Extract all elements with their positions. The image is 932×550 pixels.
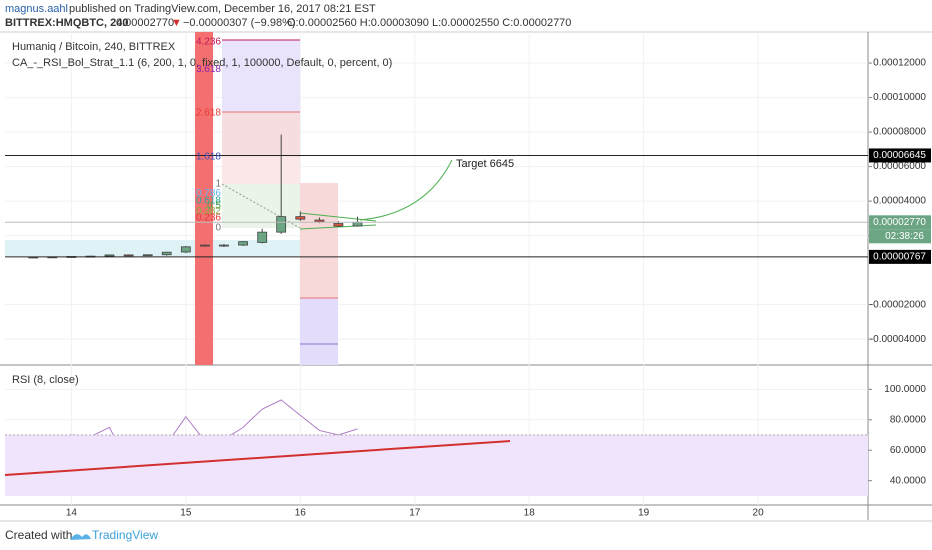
trend-line [221, 183, 301, 229]
x-tick-label: 19 [638, 508, 650, 519]
y-tick-label: 100.0000 [884, 384, 926, 395]
y-tick-label: 0.00004000 [873, 196, 926, 207]
y-tick-label: 0.00012000 [873, 58, 926, 69]
x-tick-label: 15 [180, 508, 192, 519]
fib-label: 0 [215, 223, 221, 234]
candle-body [219, 244, 229, 247]
fib-label: 4.236 [196, 37, 221, 48]
arrow: ▼ [171, 17, 182, 29]
fib-label: 2.618 [196, 108, 221, 119]
candle-body [238, 241, 248, 246]
pane-title: RSI (8, close) [12, 374, 79, 386]
candle-body [104, 254, 115, 257]
x-tick-label: 16 [295, 508, 307, 519]
price-tag [869, 215, 931, 230]
candle-body [314, 219, 325, 223]
logo [70, 534, 91, 540]
fib-label: 3.618 [196, 64, 221, 75]
price-tag-label: 0.00002770 [873, 217, 926, 228]
candle-body [200, 244, 210, 247]
y-tick-label: 0.00008000 [873, 127, 926, 138]
fib-zone [300, 183, 338, 298]
fib-label: 1 [215, 179, 221, 190]
published: published on TradingView.com, December 1… [69, 3, 376, 15]
indicator-label: CA_-_RSI_Bol_Strat_1.1 (6, 200, 1, 0, fi… [12, 57, 392, 69]
highlight-band [195, 32, 213, 365]
fib-label: 0.5 [207, 201, 221, 212]
x-tick-label: 14 [66, 508, 78, 519]
pane-title: Humaniq / Bitcoin, 240, BITTREX [12, 41, 176, 53]
candle-body [142, 254, 153, 257]
y-tick-label: -0.00002000 [870, 299, 927, 310]
y-tick-label: -0.00004000 [870, 334, 927, 345]
annotation: Target 6645 [456, 158, 514, 170]
price: 0.00002770 [116, 17, 174, 29]
fib-zone [222, 112, 300, 157]
price-tag-label: 0.00006645 [873, 150, 926, 161]
author[interactable]: magnus.aahl [5, 3, 68, 15]
footer-text: Created with [5, 528, 72, 542]
fib-zone [222, 40, 300, 112]
candle-body [276, 216, 287, 233]
y-tick-label: 60.0000 [890, 445, 927, 456]
fib-label: 0.382 [196, 206, 221, 217]
candle-body [123, 254, 134, 257]
x-tick-label: 18 [524, 508, 536, 519]
bollinger-band [5, 240, 300, 256]
fib-zone [222, 157, 300, 184]
price-tag-label: 0.00000767 [873, 252, 926, 263]
candle-body [295, 216, 306, 220]
fib-label: 1.618 [196, 152, 221, 163]
price-tag [869, 148, 931, 163]
fib-label: 0.618 [196, 196, 221, 207]
rsi-trend-line [4, 440, 511, 476]
fib-label: 0.786 [196, 188, 221, 199]
candle-body [333, 223, 344, 227]
projection-curve [359, 159, 453, 221]
y-tick-label: 40.0000 [890, 475, 927, 486]
fib-label: 0.236 [196, 212, 221, 223]
y-tick-label: 80.0000 [890, 414, 927, 425]
countdown: 02:38:26 [885, 231, 924, 242]
change: −0.00000307 (−9.98%) [183, 17, 296, 29]
y-tick-label: 0.00006000 [873, 161, 926, 172]
trend-line [299, 224, 377, 230]
candle-body [257, 231, 268, 243]
countdown-tag [869, 229, 931, 244]
candle-body [161, 251, 172, 256]
candle-body [180, 246, 191, 253]
ohlc: O:0.00002560 H:0.00003090 L:0.00002550 C… [287, 17, 571, 29]
footer-brand[interactable]: TradingView [92, 528, 158, 542]
fib-zone [300, 298, 338, 365]
symbol: BITTREX:HMQBTC, 240 [5, 17, 128, 29]
y-tick-label: 0.00010000 [873, 92, 926, 103]
x-tick-label: 20 [753, 508, 765, 519]
candle-body [352, 221, 363, 227]
x-tick-label: 17 [409, 508, 421, 519]
price-tag [869, 249, 931, 264]
